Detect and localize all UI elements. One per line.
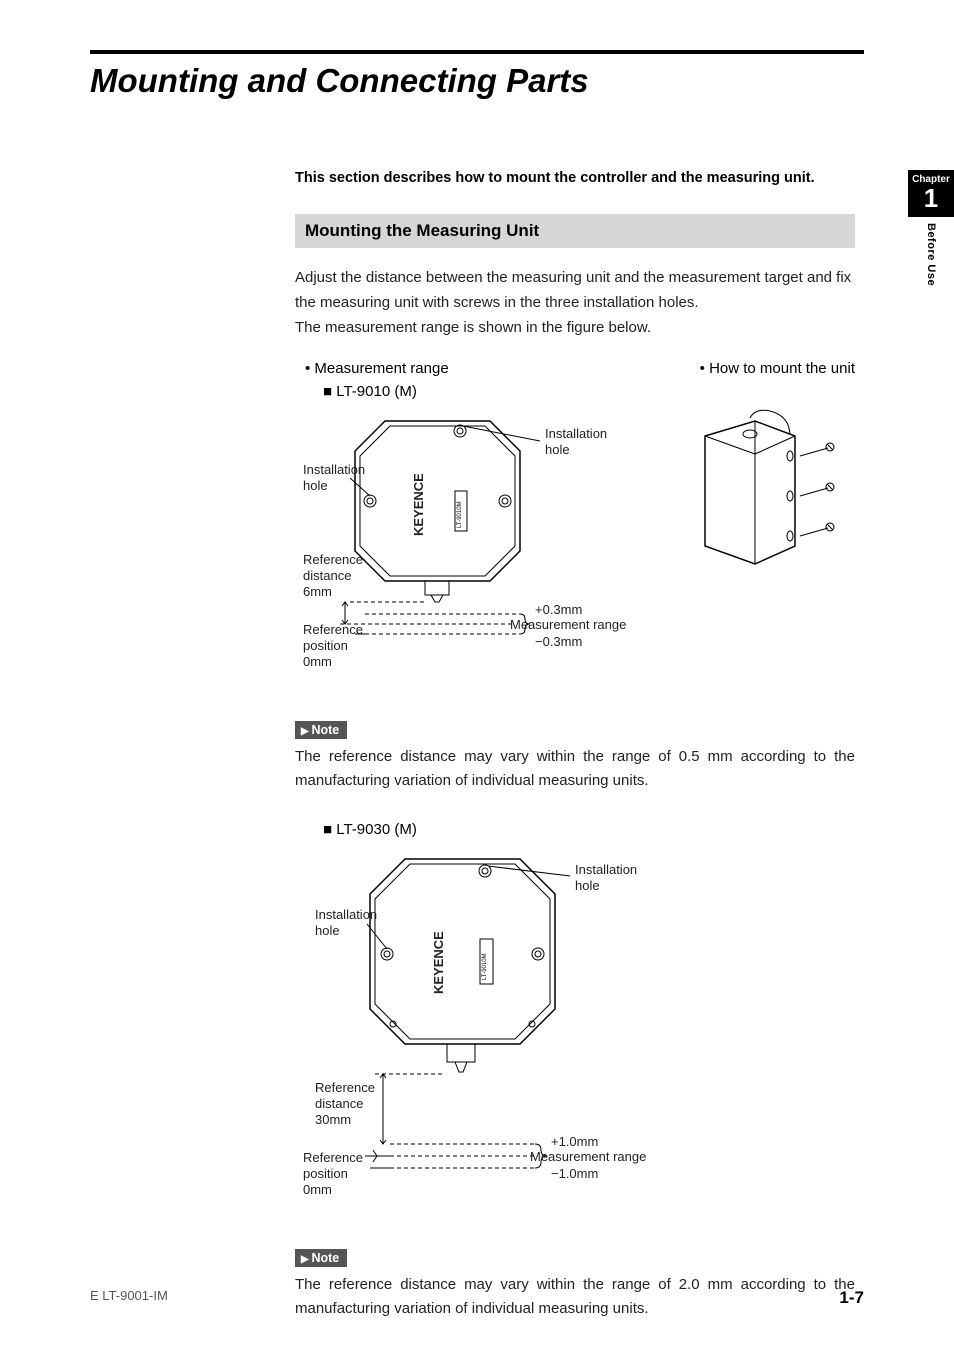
svg-text:Installation: Installation [303,462,365,477]
svg-text:Installation: Installation [575,862,637,877]
svg-text:distance: distance [303,568,351,583]
chapter-number: 1 [908,185,954,215]
model-label-2: ■ LT-9030 (M) [323,821,855,838]
note-tag-1: Note [295,721,347,739]
svg-text:KEYENCE: KEYENCE [431,931,446,994]
svg-text:0mm: 0mm [303,1182,332,1197]
subsection-heading: Mounting the Measuring Unit [295,214,855,248]
svg-text:0mm: 0mm [303,654,332,669]
note-text-1: The reference distance may vary within t… [295,745,855,793]
svg-text:LT-9010M: LT-9010M [482,954,488,981]
svg-text:−0.3mm: −0.3mm [535,634,582,649]
svg-text:hole: hole [303,478,328,493]
svg-text:Measurement range: Measurement range [510,617,626,632]
svg-text:hole: hole [315,923,340,938]
svg-text:+1.0mm: +1.0mm [551,1134,598,1149]
footer-doc-id: E LT-9001-IM [90,1288,168,1308]
model-label-1: ■ LT-9010 (M) [323,383,855,400]
svg-text:−1.0mm: −1.0mm [551,1166,598,1181]
svg-text:hole: hole [545,442,570,457]
svg-text:position: position [303,638,348,653]
footer-page-number: 1-7 [839,1288,864,1308]
svg-text:Reference: Reference [303,622,363,637]
svg-text:30mm: 30mm [315,1112,351,1127]
bullet-how-to-mount: • How to mount the unit [700,360,855,377]
diagram-lt9030: KEYENCE LT-9010M Installation hole Insta… [295,844,855,1229]
svg-text:Reference: Reference [303,1150,363,1165]
page-title: Mounting and Connecting Parts [90,62,864,100]
svg-text:Reference: Reference [303,552,363,567]
svg-text:hole: hole [575,878,600,893]
body-line-1: Adjust the distance between the measurin… [295,269,851,311]
chapter-text: Before Use [925,223,937,286]
section-intro: This section describes how to mount the … [295,170,855,186]
svg-text:distance: distance [315,1096,363,1111]
svg-text:Reference: Reference [315,1080,375,1095]
svg-text:Installation: Installation [315,907,377,922]
note-tag-2: Note [295,1249,347,1267]
svg-text:LT-9010M: LT-9010M [457,502,463,529]
svg-text:Measurement range: Measurement range [530,1149,646,1164]
svg-text:Installation: Installation [545,426,607,441]
body-line-2: The measurement range is shown in the fi… [295,319,651,336]
bullet-measurement-range: • Measurement range [305,360,449,377]
svg-text:position: position [303,1166,348,1181]
svg-text:+0.3mm: +0.3mm [535,602,582,617]
svg-text:6mm: 6mm [303,584,332,599]
svg-text:KEYENCE: KEYENCE [411,473,426,536]
diagram-lt9010: KEYENCE LT-9010M Installation hole Insta… [295,406,855,701]
chapter-tab: Chapter 1 Before Use [908,170,954,286]
